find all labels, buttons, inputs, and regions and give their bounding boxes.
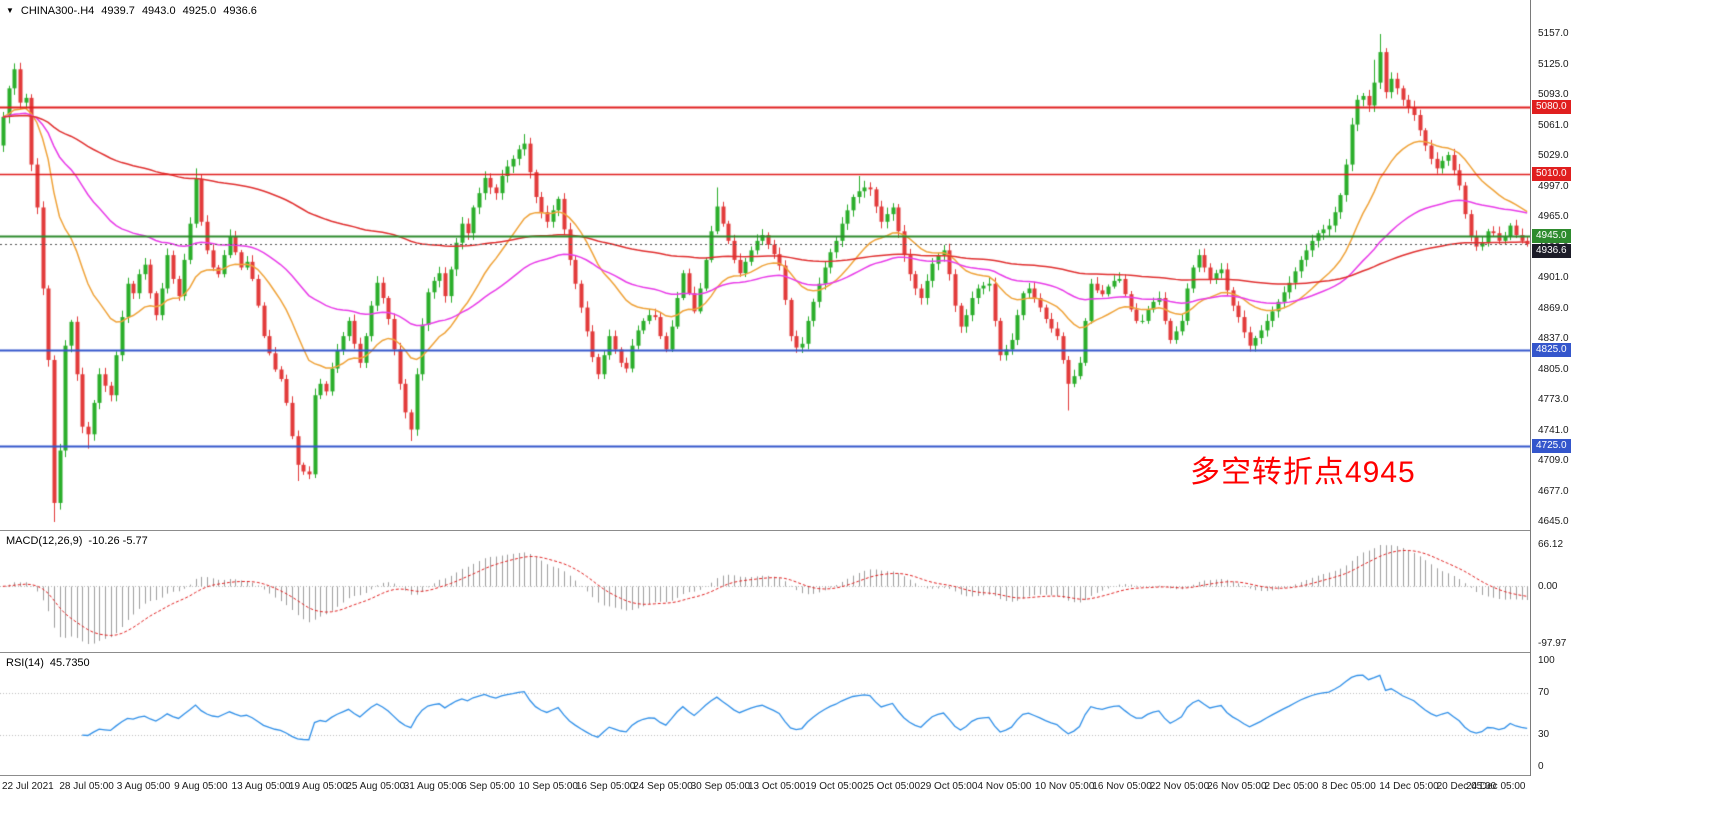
price-tick-label: 5125.0 [1538,58,1569,70]
time-axis-label: 26 Nov 05:00 [1207,781,1267,792]
time-axis-label: 16 Sep 05:00 [575,781,636,792]
macd-indicator-name: MACD(12,26,9) [6,535,83,547]
time-axis-label: 19 Oct 05:00 [805,781,863,792]
time-axis-label: 14 Dec 05:00 [1379,781,1439,792]
rsi-axis-label: 0 [1538,761,1544,772]
time-axis-label: 16 Nov 05:00 [1092,781,1152,792]
macd-panel-canvas[interactable] [0,531,1530,652]
price-tick-label: 4901.0 [1538,272,1569,283]
price-level-badge: 4945.0 [1532,229,1571,244]
rsi-axis-label: 70 [1538,686,1550,698]
time-axis-label: 29 Oct 05:00 [920,781,978,792]
price-tick-label: 4773.0 [1538,394,1569,405]
price-tick-label: 5061.0 [1538,119,1569,131]
price-tick-label: 5093.0 [1538,89,1569,100]
macd-axis-max: 66.12 [1538,539,1564,550]
time-axis-label: 4 Nov 05:00 [977,781,1032,792]
time-axis-label: 19 Aug 05:00 [288,781,348,792]
macd-axis-zero: 0.00 [1538,580,1558,592]
time-axis-label: 9 Aug 05:00 [174,781,228,792]
symbol-info: ▼ CHINA300-.H4 4939.7 4943.0 4925.0 4936.6 [6,5,264,17]
time-axis-label: 30 Sep 05:00 [690,781,751,792]
ohlc-high: 4943.0 [141,5,176,17]
rsi-label-row: RSI(14) 45.7350 [6,657,96,669]
ohlc-open: 4939.7 [101,5,135,17]
price-tick-label: 4869.0 [1538,302,1569,314]
time-axis-label: 13 Oct 05:00 [748,781,806,792]
price-level-badge: 4725.0 [1532,438,1571,453]
rsi-panel-canvas[interactable] [0,653,1530,775]
macd-label-row: MACD(12,26,9) -10.26 -5.77 [6,535,154,547]
time-axis-label: 13 Aug 05:00 [231,781,291,792]
price-tick-label: 4741.0 [1538,424,1569,436]
time-axis-label: 24 Dec 05:00 [1466,781,1526,792]
main-chart-canvas[interactable] [0,0,1530,530]
time-axis-label: 25 Oct 05:00 [862,781,921,792]
time-axis-label: 2 Dec 05:00 [1264,781,1319,792]
time-axis-label: 22 Nov 05:00 [1149,781,1210,792]
time-axis-label: 10 Sep 05:00 [518,781,578,792]
symbol-dropdown-icon[interactable]: ▼ [6,6,14,15]
time-axis-label: 31 Aug 05:00 [403,781,463,792]
price-tick-label: 4965.0 [1538,211,1569,222]
time-axis-label: 10 Nov 05:00 [1034,781,1095,792]
pivot-annotation: 多空转折点4945 [1190,456,1416,489]
time-axis-label: 3 Aug 05:00 [116,781,171,792]
time-axis-label: 6 Sep 05:00 [461,781,515,792]
price-tick-label: 5029.0 [1538,150,1569,161]
price-tick-label: 4837.0 [1538,333,1569,344]
time-axis-label: 24 Sep 05:00 [633,781,693,792]
price-tick-label: 5157.0 [1538,28,1569,39]
rsi-indicator-name: RSI(14) [6,657,44,669]
price-axis[interactable]: 5157.0 5125.0 5093.0 5061.0 5029.0 4997.0 4965… [1530,0,1733,776]
price-level-badge: 4936.6 [1532,244,1571,259]
time-axis-label: 20 Dec 05:00 [1436,781,1497,792]
price-level-badge: 4825.0 [1532,343,1571,358]
rsi-value: 45.7350 [49,657,90,669]
symbol-name: CHINA300-.H4 [20,5,95,17]
price-level-badge: 5080.0 [1532,100,1571,115]
macd-values: -10.26 -5.77 [88,535,148,547]
rsi-axis-label: 30 [1538,729,1550,741]
price-tick-label: 4677.0 [1538,485,1569,497]
time-axis[interactable]: 22 Jul 2021 28 Jul 05:00 3 Aug 05:00 9 Aug … [0,776,1733,802]
rsi-axis-label: 100 [1538,655,1555,666]
ohlc-close: 4936.6 [223,5,257,17]
price-tick-label: 4997.0 [1538,180,1569,192]
time-axis-label: 25 Aug 05:00 [346,781,406,792]
price-tick-label: 4805.0 [1538,363,1569,375]
panel-separator [0,775,1733,776]
panel-separator [0,530,1733,531]
time-axis-label: 22 Jul 2021 [2,781,54,792]
price-tick-label: 4645.0 [1538,516,1569,527]
ohlc-low: 4925.0 [182,5,217,17]
price-tick-label: 4709.0 [1538,455,1569,466]
time-axis-label: 28 Jul 05:00 [59,781,114,792]
time-axis-label: 8 Dec 05:00 [1321,781,1376,792]
price-level-badge: 5010.0 [1532,167,1571,182]
macd-axis-min: -97.97 [1538,638,1567,649]
panel-separator [0,652,1733,653]
